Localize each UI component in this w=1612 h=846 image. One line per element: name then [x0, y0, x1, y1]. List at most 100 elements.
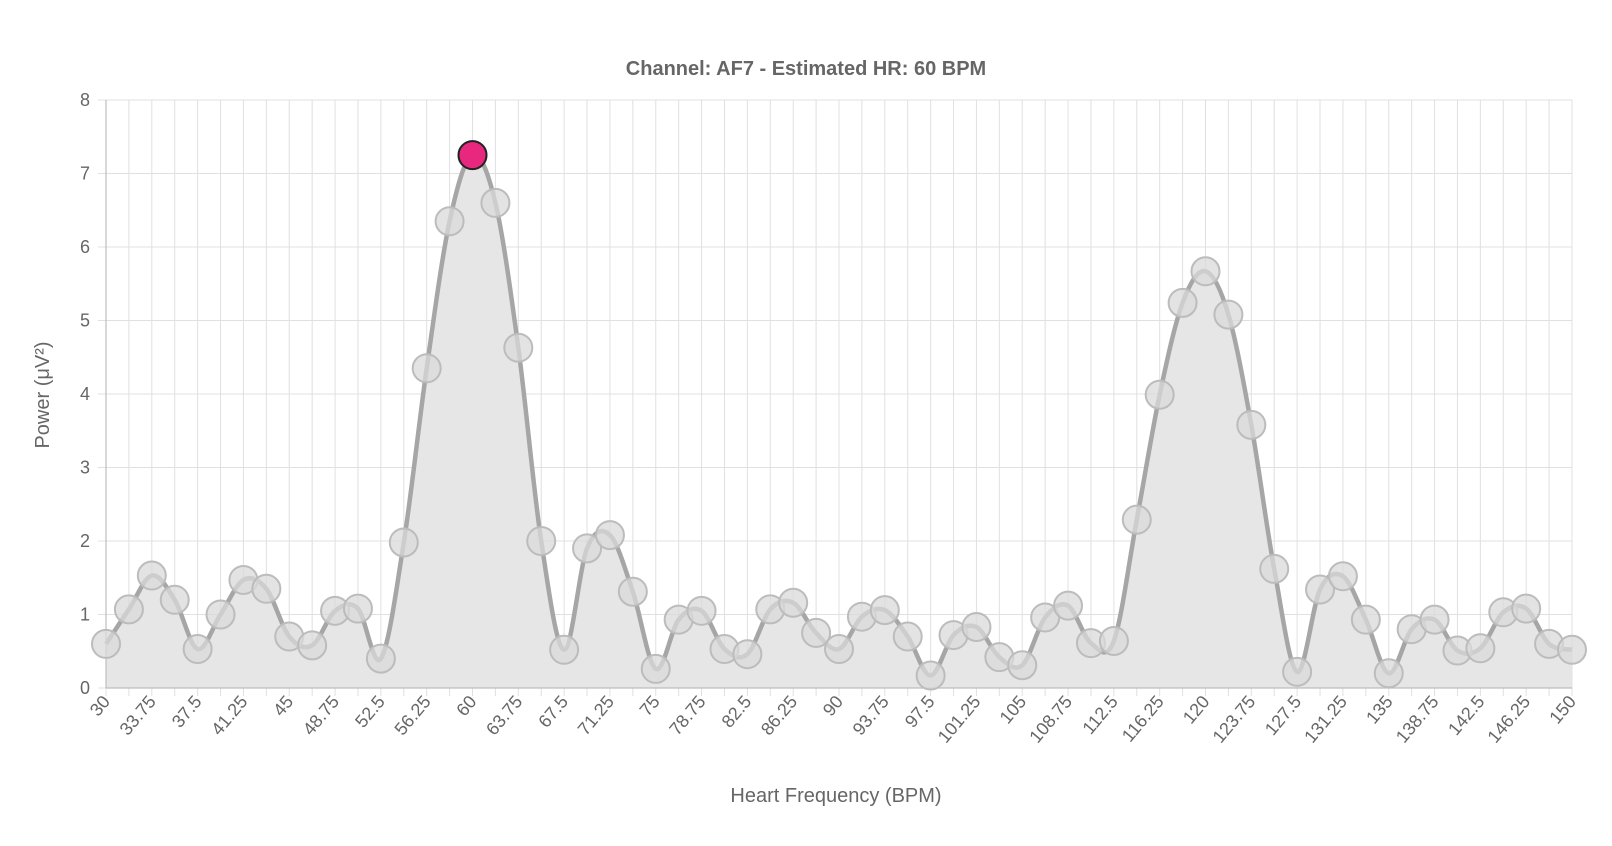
y-tick-label: 4 [80, 384, 90, 404]
x-tick-label: 138.75 [1392, 692, 1443, 747]
data-point [136, 560, 167, 591]
data-point [182, 634, 213, 665]
data-point [801, 617, 832, 648]
x-tick-label: 112.5 [1079, 692, 1122, 738]
data-point [778, 587, 809, 618]
x-tick-label: 116.25 [1118, 692, 1168, 746]
data-point [1098, 625, 1129, 656]
y-axis-title: Power (μV²) [32, 341, 54, 448]
data-point [1190, 256, 1221, 287]
data-point [388, 527, 419, 558]
x-tick-label: 45 [269, 692, 297, 720]
area-fill [106, 154, 1572, 688]
x-tick-label: 63.75 [482, 692, 526, 739]
data-point [1282, 656, 1313, 687]
data-point [961, 611, 992, 642]
y-tick-label: 1 [80, 605, 90, 625]
y-tick-label: 2 [80, 531, 90, 551]
data-point [1350, 604, 1381, 635]
x-tick-label: 101.25 [934, 692, 985, 747]
x-tick-label: 56.25 [390, 692, 434, 739]
y-tick-label: 7 [80, 164, 90, 184]
x-tick-label: 93.75 [849, 692, 893, 739]
data-point [915, 660, 946, 691]
x-tick-label: 60 [452, 692, 480, 720]
x-tick-label: 150 [1545, 692, 1580, 728]
x-tick-label: 135 [1362, 692, 1397, 728]
data-point [526, 526, 557, 556]
data-point [686, 595, 717, 626]
x-tick-label: 131.25 [1300, 692, 1351, 747]
data-point [1167, 287, 1198, 318]
data-point [251, 573, 282, 604]
data-point [91, 628, 121, 659]
data-point [1144, 379, 1175, 410]
data-point [297, 630, 328, 661]
x-tick-label: 37.5 [168, 692, 206, 732]
y-tick-label: 8 [80, 90, 90, 110]
data-point [113, 594, 144, 625]
data-point [365, 643, 396, 674]
y-tick-label: 3 [80, 458, 90, 478]
data-point [205, 599, 236, 630]
x-tick-label: 123.75 [1209, 692, 1260, 747]
data-point [1373, 658, 1404, 689]
x-tick-label: 71.25 [574, 692, 618, 739]
data-point [1327, 561, 1358, 592]
data-point [640, 653, 671, 684]
data-point [1557, 634, 1587, 665]
axes [105, 100, 1572, 689]
data-point [594, 520, 625, 551]
data-point [480, 187, 511, 218]
data-point [1305, 574, 1336, 605]
data-point [1465, 633, 1496, 664]
x-tick-label: 146.25 [1484, 692, 1535, 747]
x-tick-label: 142.5 [1444, 692, 1488, 739]
data-point [503, 332, 534, 363]
x-tick-label: 30 [86, 692, 114, 720]
data-point [1419, 604, 1450, 635]
data-point [617, 576, 648, 607]
data-point [1053, 590, 1084, 621]
data-point [1007, 650, 1038, 681]
y-tick-label: 5 [80, 311, 90, 331]
y-tick-label: 6 [80, 237, 90, 257]
x-tick-label: 41.25 [207, 692, 251, 739]
x-tick-label: 120 [1179, 692, 1214, 728]
x-tick-label: 105 [996, 692, 1031, 728]
data-points [91, 140, 1587, 691]
data-point [892, 621, 923, 652]
data-point [732, 639, 763, 670]
data-point [1236, 409, 1267, 440]
x-tick-label: 90 [819, 692, 847, 720]
data-point [1511, 593, 1542, 624]
peak-point [457, 140, 488, 171]
data-point [869, 595, 900, 626]
x-tick-label: 86.25 [757, 692, 801, 739]
x-tick-label: 52.5 [351, 692, 389, 732]
data-point [549, 634, 580, 665]
data-point [824, 634, 854, 665]
y-tick-label: 0 [80, 678, 90, 698]
x-tick-label: 48.75 [299, 692, 343, 739]
x-tick-label: 97.5 [901, 692, 939, 732]
x-tick-label: 82.5 [718, 692, 756, 732]
x-tick-label: 75 [636, 692, 664, 720]
x-tick-label: 127.5 [1261, 692, 1305, 739]
data-point [1259, 553, 1290, 584]
x-tick-label: 108.75 [1025, 692, 1076, 747]
data-point [434, 206, 465, 237]
chart-title: Channel: AF7 - Estimated HR: 60 BPM [626, 58, 986, 80]
x-tick-label: 67.5 [534, 692, 572, 732]
data-point [342, 593, 373, 624]
data-point [411, 353, 442, 384]
data-point [1121, 504, 1152, 535]
x-tick-label: 78.75 [665, 692, 709, 739]
data-point [159, 584, 190, 615]
data-point [1213, 299, 1244, 330]
x-axis-title: Heart Frequency (BPM) [730, 785, 941, 807]
x-tick-label: 33.75 [116, 692, 160, 739]
data-point [572, 533, 603, 564]
